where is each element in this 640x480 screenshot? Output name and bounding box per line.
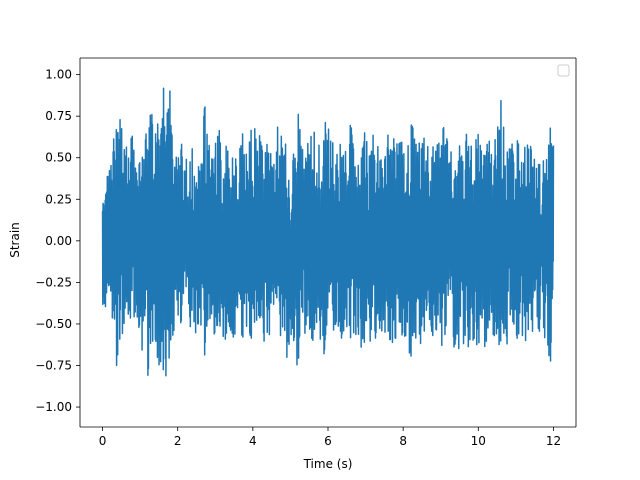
x-tick-label: 10 bbox=[471, 434, 486, 448]
axes: 0 2 4 6 8 10 12 −1.00 −0.75 −0.50 −0.25 0.00 0.25 0.5… bbox=[35, 57, 577, 448]
labels: Time (s) Strain bbox=[8, 222, 352, 471]
y-tick-label: 1.00 bbox=[45, 68, 72, 82]
x-tick-label: 0 bbox=[99, 434, 107, 448]
x-axis-label: Time (s) bbox=[303, 457, 353, 471]
y-tick-label: −1.00 bbox=[35, 400, 72, 414]
y-tick-label: −0.75 bbox=[35, 359, 72, 373]
x-tick-label: 2 bbox=[174, 434, 182, 448]
x-tick-label: 12 bbox=[546, 434, 561, 448]
y-tick-label: 0.25 bbox=[45, 192, 72, 206]
y-tick-label: 0.75 bbox=[45, 109, 72, 123]
x-tick-label: 8 bbox=[399, 434, 407, 448]
y-tick-label: 0.00 bbox=[45, 234, 72, 248]
series-layer bbox=[101, 87, 555, 377]
x-tick-label: 4 bbox=[249, 434, 257, 448]
x-tick-label: 6 bbox=[324, 434, 332, 448]
y-tick-label: −0.50 bbox=[35, 317, 72, 331]
y-tick-label: −0.25 bbox=[35, 275, 72, 289]
legend-box bbox=[557, 64, 570, 77]
y-axis-label: Strain bbox=[8, 222, 22, 258]
y-tick-label: 0.50 bbox=[45, 151, 72, 165]
series-line-0 bbox=[101, 87, 555, 377]
